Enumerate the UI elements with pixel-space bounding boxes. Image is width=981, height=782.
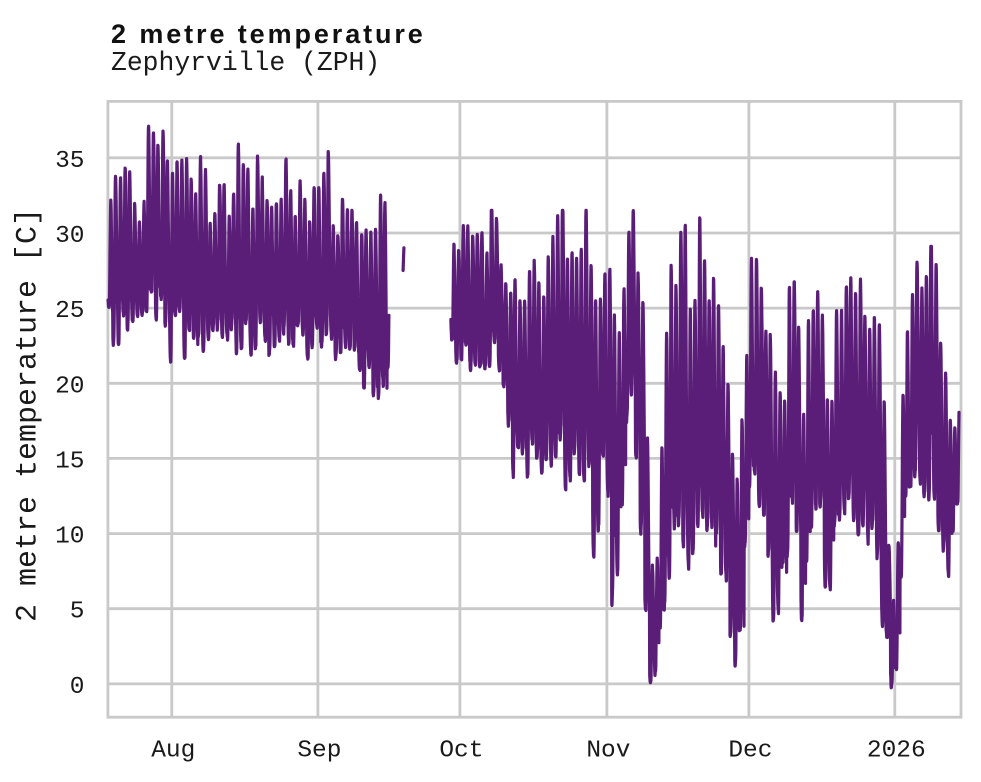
svg-text:0: 0 [70, 674, 85, 701]
svg-text:35: 35 [55, 148, 84, 175]
svg-text:30: 30 [55, 223, 84, 250]
svg-text:Nov: Nov [586, 737, 630, 764]
svg-text:25: 25 [55, 298, 84, 325]
svg-text:2 metre temperature [C]: 2 metre temperature [C] [12, 208, 46, 622]
svg-text:Aug: Aug [151, 737, 195, 764]
svg-text:10: 10 [55, 524, 84, 551]
svg-text:Zephyrville (ZPH): Zephyrville (ZPH) [111, 48, 380, 78]
svg-text:20: 20 [55, 373, 84, 400]
svg-text:2 metre temperature: 2 metre temperature [111, 19, 426, 49]
svg-text:Oct: Oct [439, 737, 483, 764]
svg-text:2026: 2026 [867, 737, 926, 764]
svg-text:Sep: Sep [297, 737, 341, 764]
svg-text:Dec: Dec [728, 737, 772, 764]
svg-text:5: 5 [70, 599, 85, 626]
svg-text:15: 15 [55, 448, 84, 475]
